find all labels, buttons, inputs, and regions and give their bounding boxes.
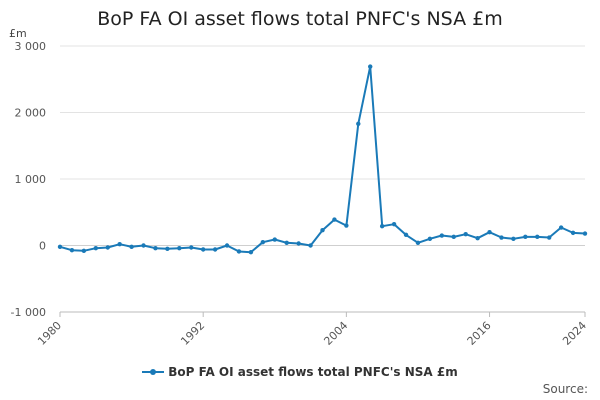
legend[interactable]: BoP FA OI asset flows total PNFC's NSA £…	[0, 365, 600, 379]
data-point	[272, 237, 277, 242]
data-point	[403, 232, 409, 238]
data-point	[248, 249, 254, 255]
data-point	[439, 233, 445, 238]
data-point	[105, 245, 110, 250]
y-tick-label: 0	[39, 240, 46, 253]
y-tick-label: 2 000	[15, 107, 47, 120]
y-tick-label: 1 000	[15, 173, 47, 186]
data-point	[117, 241, 122, 247]
data-point	[129, 244, 134, 250]
data-point	[356, 121, 361, 127]
data-point	[451, 234, 456, 240]
data-point	[224, 243, 230, 248]
data-point	[320, 228, 325, 233]
data-point	[260, 239, 266, 245]
data-point	[212, 247, 218, 252]
data-point	[535, 234, 540, 240]
data-point	[487, 230, 492, 235]
data-point	[93, 245, 98, 251]
series-line	[59, 65, 586, 254]
legend-line-marker-icon	[142, 367, 165, 377]
data-point	[463, 231, 468, 237]
x-tick-label: 1980	[35, 319, 64, 348]
data-point	[296, 241, 301, 246]
data-point	[189, 245, 194, 250]
data-point	[236, 249, 242, 254]
data-point	[523, 234, 528, 240]
x-tick-label: 2016	[465, 319, 494, 348]
data-point	[379, 224, 385, 229]
data-point	[153, 245, 158, 251]
data-point	[200, 247, 206, 252]
data-point	[499, 235, 504, 240]
data-point	[308, 243, 313, 248]
data-point	[344, 223, 349, 228]
x-tick-label: 1992	[178, 319, 207, 348]
data-point	[368, 64, 373, 69]
data-point	[177, 245, 182, 251]
data-point	[81, 248, 87, 254]
data-point	[332, 217, 337, 222]
y-axis-unit-label: £m	[9, 27, 27, 40]
y-tick-label: 3 000	[15, 40, 47, 53]
x-tick-label: 2024	[560, 319, 589, 348]
data-point	[165, 246, 170, 252]
y-tick-label: -1 000	[11, 306, 46, 319]
legend-label: BoP FA OI asset flows total PNFC's NSA £…	[168, 365, 458, 379]
data-point	[570, 230, 576, 236]
data-point	[57, 244, 63, 250]
data-point	[427, 236, 433, 242]
data-point	[475, 235, 480, 241]
data-point	[69, 247, 75, 253]
data-point	[284, 240, 289, 246]
x-tick-label: 2004	[321, 319, 350, 348]
data-point	[391, 222, 397, 227]
data-point	[547, 235, 552, 240]
data-point	[582, 231, 588, 236]
data-point	[558, 225, 564, 230]
chart-title: BoP FA OI asset flows total PNFC's NSA £…	[97, 8, 503, 30]
data-point	[511, 236, 516, 242]
source-link[interactable]: Source:	[542, 382, 588, 396]
data-point	[415, 240, 421, 246]
data-point	[141, 243, 146, 248]
